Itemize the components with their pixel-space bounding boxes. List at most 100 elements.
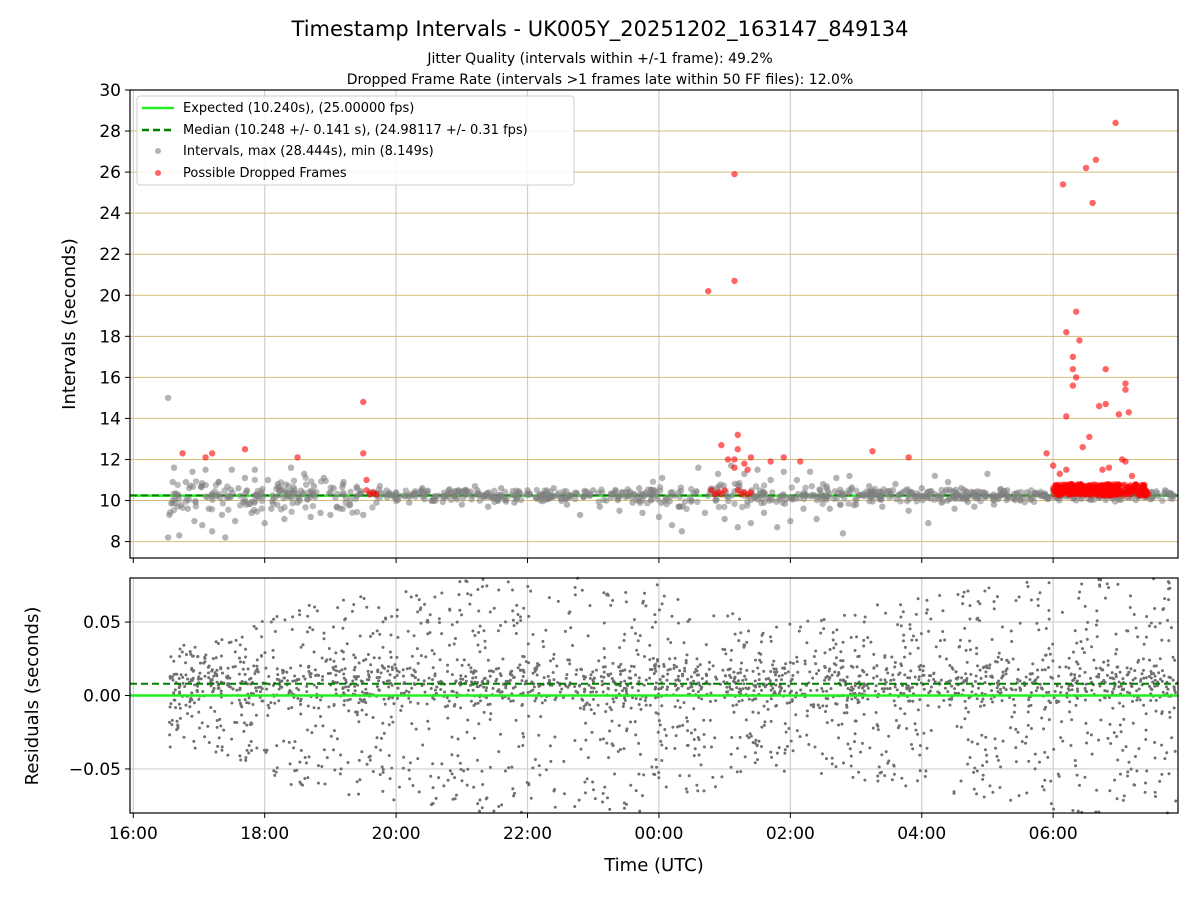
residual-point <box>1024 735 1028 739</box>
residual-point <box>524 660 528 664</box>
residual-point <box>897 724 901 728</box>
residual-point <box>440 632 444 636</box>
residual-point <box>504 684 508 688</box>
residual-point <box>816 703 820 707</box>
residual-point <box>198 661 202 665</box>
residual-point <box>764 677 768 681</box>
residual-point <box>1083 698 1087 702</box>
residual-point <box>227 641 231 645</box>
residual-point <box>875 674 879 678</box>
residual-point <box>765 683 769 687</box>
residual-point <box>953 687 957 691</box>
residual-point <box>1141 668 1145 672</box>
residual-point <box>211 657 215 661</box>
dropped-frame-point <box>1102 400 1109 408</box>
residual-point <box>397 670 401 674</box>
residual-point <box>850 689 854 693</box>
residual-point <box>1057 774 1061 778</box>
dropped-frame-point <box>1112 119 1119 127</box>
residual-point <box>899 615 903 619</box>
residual-point <box>542 676 546 680</box>
residual-point <box>464 679 468 683</box>
residual-point <box>1168 715 1172 719</box>
interval-point <box>174 481 181 489</box>
residual-point <box>1046 666 1050 670</box>
dropped-frame-point <box>1107 492 1115 499</box>
residual-point <box>906 684 910 688</box>
residual-point <box>240 705 244 709</box>
residual-point <box>692 679 696 683</box>
residual-point <box>1122 687 1126 691</box>
residual-point <box>397 785 401 789</box>
residual-point <box>322 637 326 641</box>
residual-point <box>1020 740 1024 744</box>
residual-point <box>680 684 684 688</box>
residual-point <box>856 655 860 659</box>
residual-point <box>421 743 425 747</box>
residual-point <box>917 675 921 679</box>
interval-point <box>501 488 509 496</box>
residual-point <box>774 673 778 677</box>
residual-point <box>1098 684 1102 688</box>
residual-point <box>966 762 970 766</box>
residual-point <box>960 676 964 680</box>
residual-point <box>893 685 897 689</box>
residual-point <box>642 655 646 659</box>
residual-point <box>968 639 972 643</box>
interval-point <box>355 490 363 498</box>
residual-point <box>407 690 411 694</box>
residual-point <box>822 617 826 621</box>
residual-point <box>266 713 270 717</box>
residual-point <box>822 627 826 631</box>
residual-point <box>342 703 346 707</box>
residual-point <box>172 659 176 663</box>
residual-point <box>660 758 664 762</box>
residual-point <box>737 699 741 703</box>
dropped-frame-point <box>767 458 774 465</box>
residual-point <box>322 748 326 752</box>
residual-point <box>1047 718 1051 722</box>
residual-point <box>1144 676 1148 680</box>
interval-point <box>976 488 983 496</box>
residual-point <box>898 707 902 711</box>
residual-point <box>298 699 302 703</box>
residual-point <box>780 678 784 682</box>
residual-point <box>753 761 757 765</box>
residual-point <box>968 604 972 608</box>
residual-point <box>238 656 242 660</box>
residual-point <box>765 699 769 703</box>
residual-point <box>415 647 419 651</box>
residual-point <box>352 668 356 672</box>
residual-point <box>698 663 702 667</box>
residual-point <box>1160 710 1164 714</box>
residual-point <box>837 736 841 740</box>
dropped-frame-point <box>1061 481 1069 488</box>
residual-point <box>608 705 612 709</box>
residual-point <box>880 687 884 691</box>
dropped-frame-point <box>1069 382 1077 389</box>
residual-point <box>908 676 912 680</box>
residual-point <box>753 751 757 755</box>
residual-point <box>799 625 803 629</box>
residual-point <box>975 769 979 773</box>
residual-point <box>334 688 338 692</box>
residual-point <box>298 613 302 617</box>
residual-point <box>188 650 192 654</box>
residual-point <box>423 602 427 606</box>
top-panel-x-ticks <box>132 558 1054 563</box>
residual-point <box>551 657 555 661</box>
residual-point <box>676 686 680 690</box>
residual-point <box>433 688 437 692</box>
residual-point <box>830 756 834 760</box>
interval-point <box>415 490 422 497</box>
residual-point <box>795 729 799 733</box>
residual-point <box>851 775 855 779</box>
interval-point <box>769 489 776 496</box>
residual-point <box>728 685 732 689</box>
interval-point <box>174 503 182 510</box>
residual-point <box>980 700 984 704</box>
residual-point <box>277 687 281 691</box>
residual-point <box>691 689 695 693</box>
residual-point <box>471 629 475 633</box>
residual-point <box>746 687 750 691</box>
